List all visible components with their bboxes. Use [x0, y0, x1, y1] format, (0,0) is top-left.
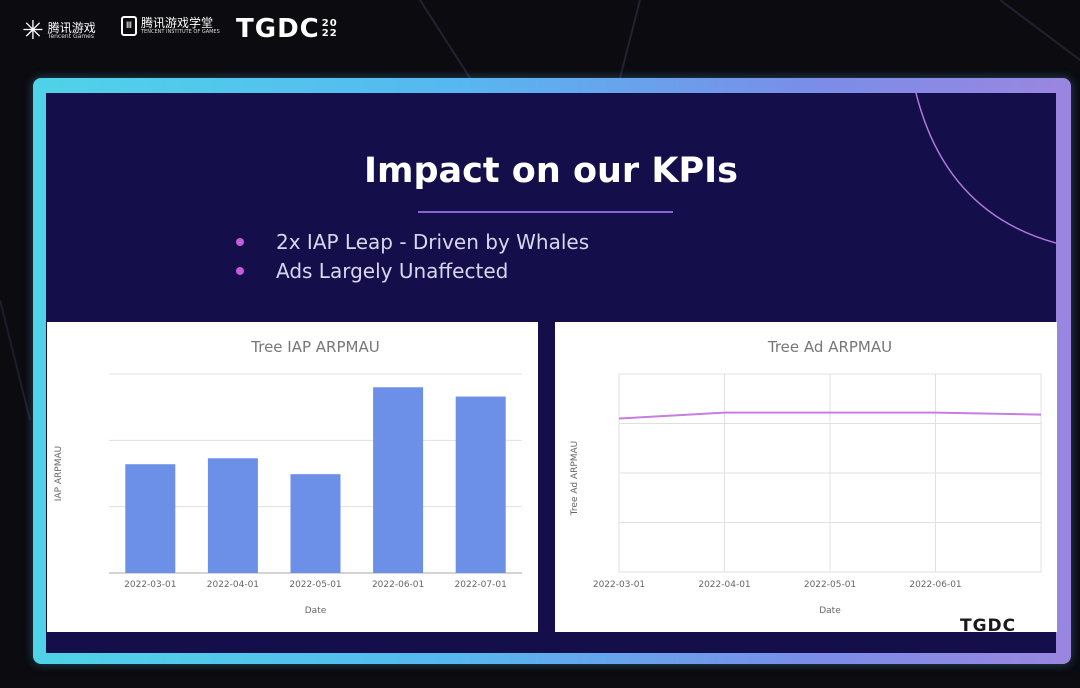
x-tick-label: 2022-04-01 — [698, 580, 750, 590]
bullet-dot — [236, 237, 244, 246]
x-tick-label: 2022-05-01 — [289, 580, 341, 590]
x-tick-label: 2022-03-01 — [593, 580, 645, 590]
ad-chart-panel: Tree Ad ARPMAU 2022-03-01 2022-04-01 2022-0… — [555, 322, 1057, 632]
bullet-item: Ads Largely Unaffected — [236, 256, 589, 285]
institute-badge-icon: Ⅲ — [121, 16, 137, 36]
title-underline — [418, 211, 673, 213]
y-axis-label: IAP ARPMAU — [54, 446, 64, 501]
tgdc-corner-logo: TGDC — [960, 616, 1017, 636]
bullet-list: 2x IAP Leap - Driven by Whales Ads Large… — [236, 227, 589, 285]
chart-title: Tree IAP ARPMAU — [250, 338, 379, 356]
slide-title: Impact on our KPIs — [363, 151, 738, 191]
x-axis-label: Date — [305, 606, 327, 616]
chart-title: Tree Ad ARPMAU — [767, 338, 892, 356]
bar — [373, 387, 424, 573]
x-tick-label: 2022-03-01 — [124, 580, 176, 590]
x-tick-label: 2022-04-01 — [207, 580, 259, 590]
bar — [125, 464, 176, 573]
series-line — [618, 411, 1042, 420]
tencent-games-logo: ✳ 腾讯游戏 Tencent Games — [22, 16, 96, 46]
bullet-item: 2x IAP Leap - Driven by Whales — [236, 227, 589, 256]
y-axis-label: Tree Ad ARPMAU — [570, 441, 580, 517]
iap-chart-panel: Tree IAP ARPMAU 2022-03-01 2022-04-01 2022-… — [47, 322, 538, 632]
x-tick-label: 2022-05-01 — [804, 580, 856, 590]
tgdc-logo: TGDC 20 22 — [236, 14, 338, 44]
tencent-games-icon: ✳ — [22, 16, 44, 46]
bar — [455, 396, 506, 573]
bullet-dot — [236, 266, 244, 275]
bar — [290, 474, 341, 573]
iap-bar-chart: Tree IAP ARPMAU 2022-03-01 2022-04-01 2022-… — [54, 338, 522, 616]
ad-line-chart: Tree Ad ARPMAU 2022-03-01 2022-04-01 2022-0… — [570, 338, 1042, 616]
x-tick-label: 2022-06-01 — [372, 580, 424, 590]
header-logos: ✳ 腾讯游戏 Tencent Games Ⅲ 腾讯游戏学堂 TENCENT IN… — [0, 0, 1080, 64]
decorative-arc — [915, 93, 1056, 244]
x-tick-label: 2022-06-01 — [909, 580, 961, 590]
x-tick-label: 2022-07-01 — [455, 580, 507, 590]
x-axis-label: Date — [819, 606, 841, 616]
tencent-institute-logo: Ⅲ 腾讯游戏学堂 TENCENT INSTITUTE OF GAMES — [121, 16, 220, 36]
bar — [207, 458, 258, 573]
